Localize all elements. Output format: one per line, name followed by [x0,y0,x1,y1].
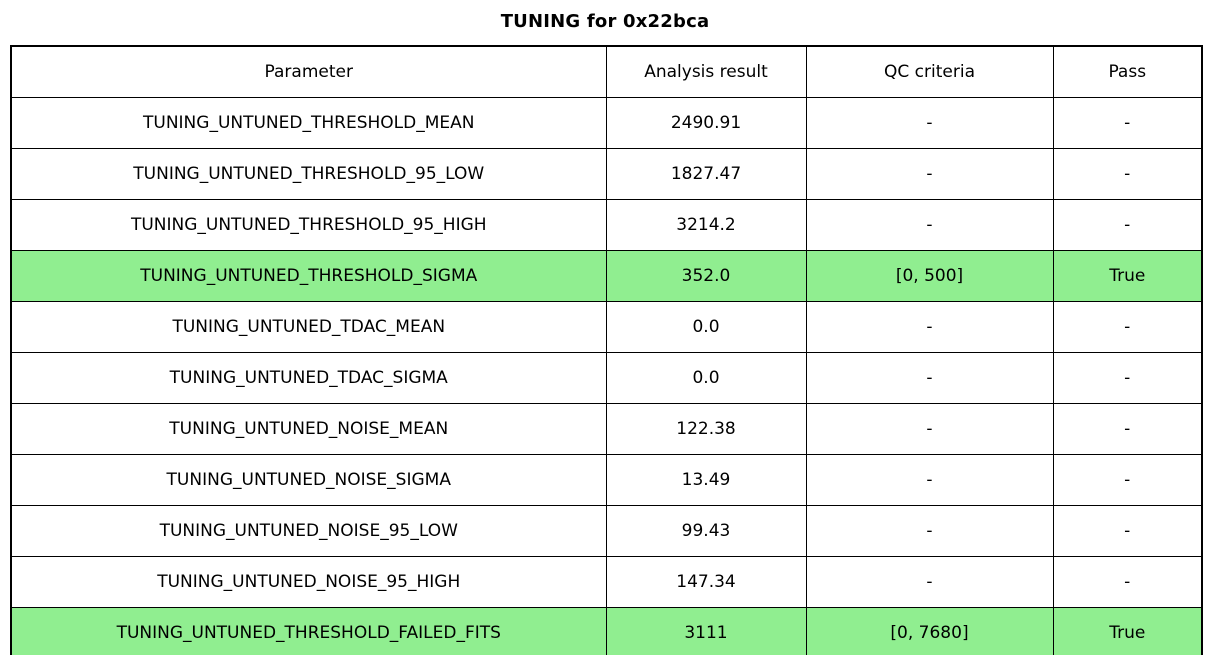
analysis-result-cell: 0.0 [605,301,807,353]
analysis-result-cell: 122.38 [605,403,807,455]
qc-criteria-cell: [0, 7680] [805,607,1054,655]
analysis-result-cell: 147.34 [605,556,807,608]
column-header-pass: Pass [1052,45,1203,98]
pass-cell: - [1052,454,1203,506]
parameter-cell: TUNING_UNTUNED_THRESHOLD_MEAN [10,97,607,149]
qc-criteria-cell: - [805,556,1054,608]
pass-cell: - [1052,97,1203,149]
analysis-result-cell: 13.49 [605,454,807,506]
column-header-parameter: Parameter [10,45,607,98]
parameter-cell: TUNING_UNTUNED_NOISE_SIGMA [10,454,607,506]
page-title: TUNING for 0x22bca [500,11,710,32]
analysis-result-cell: 2490.91 [605,97,807,149]
table-row: TUNING_UNTUNED_NOISE_95_LOW 99.43- - [10,505,1203,557]
table-row: TUNING_UNTUNED_THRESHOLD_MEAN 2490.91- - [10,97,1203,149]
pass-cell: - [1052,301,1203,353]
analysis-result-cell: 1827.47 [605,148,807,200]
table-row: TUNING_UNTUNED_THRESHOLD_95_LOW 1827.47- - [10,148,1203,200]
qc-criteria-cell: - [805,403,1054,455]
pass-cell: - [1052,505,1203,557]
qc-criteria-cell: - [805,148,1054,200]
qc-results-table: Parameter Analysis result QC criteria Pa… [10,45,1203,655]
parameter-cell: TUNING_UNTUNED_THRESHOLD_95_HIGH [10,199,607,251]
parameter-cell: TUNING_UNTUNED_TDAC_SIGMA [10,352,607,404]
table-body: TUNING_UNTUNED_THRESHOLD_MEAN 2490.91- - TU… [10,97,1203,655]
table-row: TUNING_UNTUNED_TDAC_MEAN 0.0- - [10,301,1203,353]
parameter-cell: TUNING_UNTUNED_THRESHOLD_FAILED_FITS [10,607,607,655]
parameter-cell: TUNING_UNTUNED_NOISE_95_LOW [10,505,607,557]
analysis-result-cell: 3111 [605,607,807,655]
qc-criteria-cell: - [805,454,1054,506]
qc-criteria-cell: - [805,301,1054,353]
qc-criteria-cell: - [805,199,1054,251]
table-row: TUNING_UNTUNED_NOISE_95_HIGH 147.34- - [10,556,1203,608]
pass-cell: True [1052,607,1203,655]
analysis-result-cell: 0.0 [605,352,807,404]
table-row: TUNING_UNTUNED_THRESHOLD_95_HIGH 3214.2- - [10,199,1203,251]
qc-criteria-cell: - [805,97,1054,149]
table-row: TUNING_UNTUNED_NOISE_SIGMA 13.49- - [10,454,1203,506]
qc-criteria-cell: - [805,505,1054,557]
qc-criteria-cell: - [805,352,1054,404]
parameter-cell: TUNING_UNTUNED_TDAC_MEAN [10,301,607,353]
table-row: TUNING_UNTUNED_TDAC_SIGMA 0.0- - [10,352,1203,404]
pass-cell: - [1052,352,1203,404]
analysis-result-cell: 99.43 [605,505,807,557]
pass-cell: - [1052,556,1203,608]
qc-criteria-cell: [0, 500] [805,250,1054,302]
parameter-cell: TUNING_UNTUNED_NOISE_95_HIGH [10,556,607,608]
column-header-analysis-result: Analysis result [605,45,807,98]
pass-cell: - [1052,403,1203,455]
table-row: TUNING_UNTUNED_THRESHOLD_SIGMA 352.0 [0, 5… [10,250,1203,302]
parameter-cell: TUNING_UNTUNED_THRESHOLD_SIGMA [10,250,607,302]
table-row: TUNING_UNTUNED_NOISE_MEAN 122.38- - [10,403,1203,455]
table-header-row: Parameter Analysis result QC criteria Pa… [10,45,1203,98]
pass-cell: True [1052,250,1203,302]
parameter-cell: TUNING_UNTUNED_NOISE_MEAN [10,403,607,455]
column-header-qc-criteria: QC criteria [805,45,1054,98]
table-row: TUNING_UNTUNED_THRESHOLD_FAILED_FITS 3111… [10,607,1203,655]
parameter-cell: TUNING_UNTUNED_THRESHOLD_95_LOW [10,148,607,200]
pass-cell: - [1052,199,1203,251]
analysis-result-cell: 3214.2 [605,199,807,251]
pass-cell: - [1052,148,1203,200]
analysis-result-cell: 352.0 [605,250,807,302]
